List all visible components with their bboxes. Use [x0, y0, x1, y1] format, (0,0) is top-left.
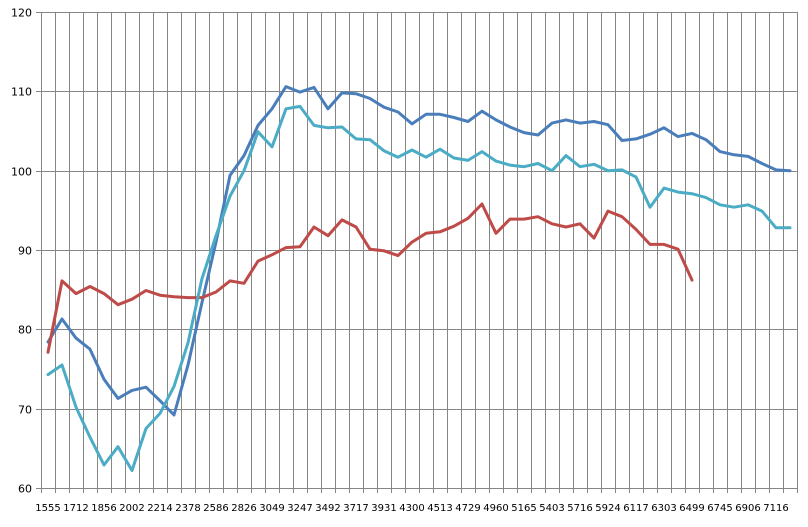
y-tick-label: 100	[11, 166, 32, 179]
x-tick-label: 1555	[35, 503, 60, 514]
x-tick-label: 5716	[567, 503, 592, 514]
x-tick-label: 5924	[595, 503, 620, 514]
x-tick-label: 5165	[511, 503, 536, 514]
y-tick-label: 80	[18, 324, 32, 337]
series-lines	[46, 85, 792, 472]
x-tick-label: 6499	[679, 503, 704, 514]
gridlines	[36, 12, 798, 493]
x-tick-label: 6303	[651, 503, 676, 514]
x-tick-label: 6117	[623, 503, 648, 514]
x-tick-label: 4300	[399, 503, 424, 514]
x-tick-label: 2586	[203, 503, 228, 514]
x-axis: 1555 1712 1856 2002 2214 2378 2586 2826 3049 3247…	[35, 503, 788, 514]
x-tick-label: 7116	[763, 503, 788, 514]
x-tick-label: 3049	[259, 503, 284, 514]
x-tick-label: 5403	[539, 503, 564, 514]
x-tick-label: 3931	[371, 503, 396, 514]
y-tick-label: 110	[11, 86, 32, 99]
x-tick-label: 6906	[735, 503, 760, 514]
x-tick-label: 3717	[343, 503, 368, 514]
series-line-2	[46, 202, 694, 354]
series-line-3	[46, 104, 792, 472]
x-tick-label: 2214	[147, 503, 172, 514]
y-tick-label: 60	[18, 483, 32, 496]
series-line-1	[46, 85, 792, 417]
x-tick-label: 3492	[315, 503, 340, 514]
x-tick-label: 4513	[427, 503, 452, 514]
x-tick-label: 4960	[483, 503, 508, 514]
y-tick-label: 90	[18, 245, 32, 258]
y-axis: 60 70 80 90 100 110 120	[11, 7, 32, 496]
y-tick-label: 70	[18, 404, 32, 417]
x-tick-label: 2826	[231, 503, 256, 514]
x-tick-label: 4729	[455, 503, 480, 514]
x-tick-label: 1856	[91, 503, 116, 514]
x-tick-label: 2002	[119, 503, 144, 514]
x-tick-label: 2378	[175, 503, 200, 514]
y-tick-label: 120	[11, 7, 32, 20]
x-tick-label: 1712	[63, 503, 88, 514]
x-tick-label: 3247	[287, 503, 312, 514]
x-tick-label: 6745	[707, 503, 732, 514]
